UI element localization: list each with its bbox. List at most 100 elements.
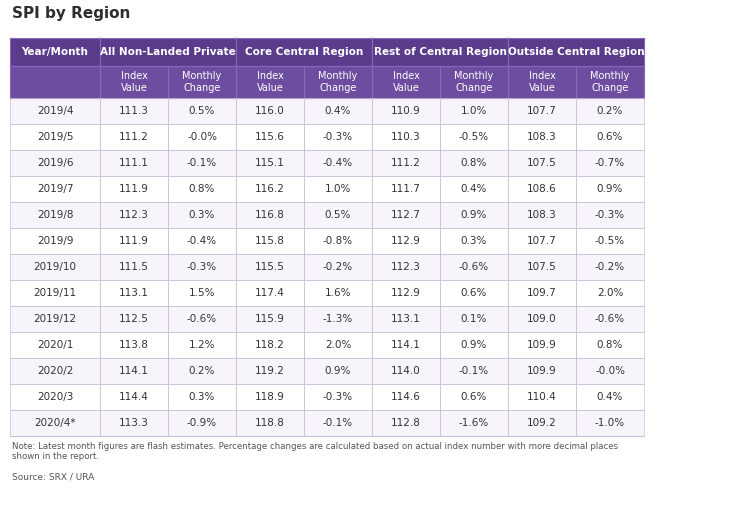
Bar: [508, 410, 576, 436]
Text: 119.2: 119.2: [255, 366, 285, 376]
Text: 0.6%: 0.6%: [460, 392, 488, 402]
Bar: [168, 98, 236, 124]
Text: 2019/7: 2019/7: [37, 184, 74, 194]
Bar: [576, 176, 644, 202]
Text: 1.0%: 1.0%: [325, 184, 351, 194]
Text: Monthly
Change: Monthly Change: [590, 71, 630, 93]
Bar: [10, 358, 100, 384]
Text: 0.5%: 0.5%: [325, 210, 351, 220]
Text: -0.7%: -0.7%: [595, 158, 625, 168]
Text: Index
Value: Index Value: [529, 71, 556, 93]
Text: 0.6%: 0.6%: [460, 288, 488, 298]
Text: 109.9: 109.9: [527, 366, 556, 376]
Text: 112.7: 112.7: [391, 210, 421, 220]
Bar: [10, 38, 100, 66]
Text: 113.8: 113.8: [119, 340, 149, 350]
Text: -0.1%: -0.1%: [459, 366, 489, 376]
Text: 2.0%: 2.0%: [325, 340, 351, 350]
Bar: [100, 98, 168, 124]
Text: 2019/12: 2019/12: [34, 314, 76, 324]
Text: 0.9%: 0.9%: [460, 210, 488, 220]
Text: Index
Value: Index Value: [392, 71, 419, 93]
Bar: [372, 384, 440, 410]
Text: 108.6: 108.6: [527, 184, 556, 194]
Bar: [100, 384, 168, 410]
Bar: [440, 66, 508, 98]
Bar: [236, 98, 304, 124]
Bar: [508, 150, 576, 176]
Bar: [100, 202, 168, 228]
Bar: [236, 384, 304, 410]
Bar: [304, 306, 372, 332]
Text: 107.5: 107.5: [527, 262, 556, 272]
Text: 0.9%: 0.9%: [325, 366, 351, 376]
Text: 109.0: 109.0: [527, 314, 556, 324]
Text: 0.2%: 0.2%: [189, 366, 215, 376]
Text: 0.4%: 0.4%: [325, 106, 351, 116]
Bar: [236, 280, 304, 306]
Text: 113.1: 113.1: [391, 314, 421, 324]
Bar: [304, 332, 372, 358]
Text: -0.3%: -0.3%: [323, 132, 353, 142]
Bar: [508, 176, 576, 202]
Bar: [10, 254, 100, 280]
Bar: [168, 306, 236, 332]
Bar: [100, 228, 168, 254]
Text: 115.1: 115.1: [255, 158, 285, 168]
Text: SPI by Region: SPI by Region: [12, 6, 130, 21]
Text: -0.5%: -0.5%: [459, 132, 489, 142]
Bar: [508, 38, 644, 66]
Bar: [168, 410, 236, 436]
Text: 112.9: 112.9: [391, 288, 421, 298]
Text: 0.6%: 0.6%: [597, 132, 623, 142]
Text: -1.3%: -1.3%: [322, 314, 353, 324]
Bar: [168, 358, 236, 384]
Bar: [236, 358, 304, 384]
Text: 2019/8: 2019/8: [37, 210, 74, 220]
Bar: [10, 332, 100, 358]
Text: 116.2: 116.2: [255, 184, 285, 194]
Text: Source: SRX / URA: Source: SRX / URA: [12, 472, 94, 481]
Bar: [440, 280, 508, 306]
Text: -0.6%: -0.6%: [459, 262, 489, 272]
Bar: [168, 66, 236, 98]
Text: 107.7: 107.7: [527, 106, 556, 116]
Text: 111.2: 111.2: [119, 132, 149, 142]
Text: 114.6: 114.6: [391, 392, 421, 402]
Bar: [372, 202, 440, 228]
Text: 111.5: 111.5: [119, 262, 149, 272]
Bar: [236, 176, 304, 202]
Bar: [508, 384, 576, 410]
Bar: [10, 306, 100, 332]
Bar: [304, 202, 372, 228]
Text: -0.2%: -0.2%: [323, 262, 353, 272]
Bar: [372, 38, 508, 66]
Text: -0.3%: -0.3%: [187, 262, 217, 272]
Bar: [236, 228, 304, 254]
Text: Year/Month: Year/Month: [22, 47, 88, 57]
Text: 112.9: 112.9: [391, 236, 421, 246]
Bar: [576, 306, 644, 332]
Text: 113.1: 113.1: [119, 288, 149, 298]
Bar: [100, 254, 168, 280]
Bar: [168, 176, 236, 202]
Bar: [576, 332, 644, 358]
Bar: [576, 124, 644, 150]
Bar: [168, 228, 236, 254]
Text: 112.5: 112.5: [119, 314, 149, 324]
Bar: [576, 410, 644, 436]
Text: 115.5: 115.5: [255, 262, 285, 272]
Bar: [440, 202, 508, 228]
Bar: [372, 280, 440, 306]
Text: 0.3%: 0.3%: [460, 236, 488, 246]
Bar: [440, 332, 508, 358]
Text: -0.3%: -0.3%: [595, 210, 625, 220]
Text: 118.8: 118.8: [255, 418, 285, 428]
Text: Monthly
Change: Monthly Change: [318, 71, 358, 93]
Bar: [236, 66, 304, 98]
Text: 1.2%: 1.2%: [189, 340, 215, 350]
Text: 109.7: 109.7: [527, 288, 556, 298]
Bar: [304, 150, 372, 176]
Bar: [236, 254, 304, 280]
Text: 107.7: 107.7: [527, 236, 556, 246]
